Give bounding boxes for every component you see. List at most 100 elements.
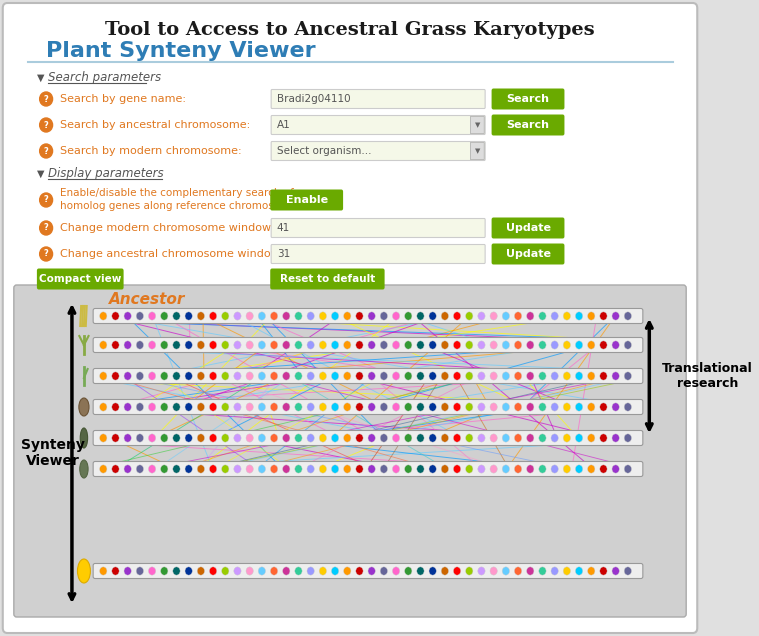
Ellipse shape xyxy=(173,567,180,575)
Ellipse shape xyxy=(99,312,107,320)
Ellipse shape xyxy=(149,341,156,349)
Ellipse shape xyxy=(600,312,607,320)
Ellipse shape xyxy=(575,403,583,411)
Ellipse shape xyxy=(465,465,473,473)
Ellipse shape xyxy=(502,403,509,411)
Ellipse shape xyxy=(612,341,619,349)
Ellipse shape xyxy=(161,567,168,575)
Text: Compact view: Compact view xyxy=(39,274,121,284)
Ellipse shape xyxy=(222,403,229,411)
Ellipse shape xyxy=(527,341,534,349)
Ellipse shape xyxy=(197,567,204,575)
Ellipse shape xyxy=(502,465,509,473)
FancyBboxPatch shape xyxy=(93,399,643,415)
Ellipse shape xyxy=(502,372,509,380)
Ellipse shape xyxy=(258,403,266,411)
Ellipse shape xyxy=(197,341,204,349)
Ellipse shape xyxy=(124,341,131,349)
Ellipse shape xyxy=(185,372,192,380)
Ellipse shape xyxy=(429,312,436,320)
Ellipse shape xyxy=(441,312,449,320)
Ellipse shape xyxy=(185,465,192,473)
Text: Search by gene name:: Search by gene name: xyxy=(60,94,186,104)
Ellipse shape xyxy=(551,434,559,442)
Ellipse shape xyxy=(246,312,254,320)
Text: Update: Update xyxy=(505,223,550,233)
Circle shape xyxy=(39,144,52,158)
Ellipse shape xyxy=(173,312,180,320)
Circle shape xyxy=(39,247,52,261)
Ellipse shape xyxy=(417,403,424,411)
Ellipse shape xyxy=(270,312,278,320)
Ellipse shape xyxy=(624,567,631,575)
Ellipse shape xyxy=(99,434,107,442)
FancyBboxPatch shape xyxy=(93,308,643,324)
Ellipse shape xyxy=(282,372,290,380)
Ellipse shape xyxy=(587,403,595,411)
Ellipse shape xyxy=(563,312,571,320)
Ellipse shape xyxy=(124,403,131,411)
Ellipse shape xyxy=(478,434,485,442)
Ellipse shape xyxy=(270,465,278,473)
Ellipse shape xyxy=(600,341,607,349)
Ellipse shape xyxy=(344,465,351,473)
Ellipse shape xyxy=(527,312,534,320)
Ellipse shape xyxy=(490,567,497,575)
Ellipse shape xyxy=(320,372,326,380)
Ellipse shape xyxy=(551,403,559,411)
Ellipse shape xyxy=(539,465,546,473)
Ellipse shape xyxy=(332,465,339,473)
FancyBboxPatch shape xyxy=(271,90,485,109)
Ellipse shape xyxy=(356,567,363,575)
Ellipse shape xyxy=(99,372,107,380)
Ellipse shape xyxy=(490,372,497,380)
Ellipse shape xyxy=(99,341,107,349)
Ellipse shape xyxy=(282,434,290,442)
Ellipse shape xyxy=(307,403,314,411)
Ellipse shape xyxy=(112,434,119,442)
Ellipse shape xyxy=(234,341,241,349)
Ellipse shape xyxy=(612,312,619,320)
Ellipse shape xyxy=(246,434,254,442)
Ellipse shape xyxy=(356,434,363,442)
Ellipse shape xyxy=(417,341,424,349)
Ellipse shape xyxy=(222,434,229,442)
Text: Plant Synteny Viewer: Plant Synteny Viewer xyxy=(46,41,316,61)
Ellipse shape xyxy=(124,465,131,473)
Ellipse shape xyxy=(222,312,229,320)
Ellipse shape xyxy=(234,312,241,320)
Ellipse shape xyxy=(392,341,400,349)
FancyBboxPatch shape xyxy=(271,219,485,237)
Ellipse shape xyxy=(124,567,131,575)
FancyBboxPatch shape xyxy=(93,431,643,445)
Ellipse shape xyxy=(368,434,375,442)
Ellipse shape xyxy=(222,465,229,473)
Ellipse shape xyxy=(294,372,302,380)
Ellipse shape xyxy=(380,341,388,349)
Ellipse shape xyxy=(124,372,131,380)
Text: Ancestor: Ancestor xyxy=(109,291,185,307)
Ellipse shape xyxy=(282,403,290,411)
Ellipse shape xyxy=(441,403,449,411)
Ellipse shape xyxy=(149,465,156,473)
Ellipse shape xyxy=(136,341,143,349)
Text: Search: Search xyxy=(506,94,550,104)
Ellipse shape xyxy=(344,567,351,575)
Ellipse shape xyxy=(294,403,302,411)
Ellipse shape xyxy=(161,312,168,320)
Ellipse shape xyxy=(246,403,254,411)
Ellipse shape xyxy=(368,465,375,473)
Ellipse shape xyxy=(405,403,412,411)
Ellipse shape xyxy=(563,567,571,575)
Ellipse shape xyxy=(136,434,143,442)
Ellipse shape xyxy=(380,312,388,320)
Ellipse shape xyxy=(161,403,168,411)
Ellipse shape xyxy=(136,312,143,320)
Text: Tool to Access to Ancestral Grass Karyotypes: Tool to Access to Ancestral Grass Karyot… xyxy=(105,21,594,39)
Ellipse shape xyxy=(294,465,302,473)
Ellipse shape xyxy=(246,372,254,380)
Ellipse shape xyxy=(575,567,583,575)
Ellipse shape xyxy=(344,312,351,320)
FancyBboxPatch shape xyxy=(471,142,484,160)
Ellipse shape xyxy=(539,403,546,411)
